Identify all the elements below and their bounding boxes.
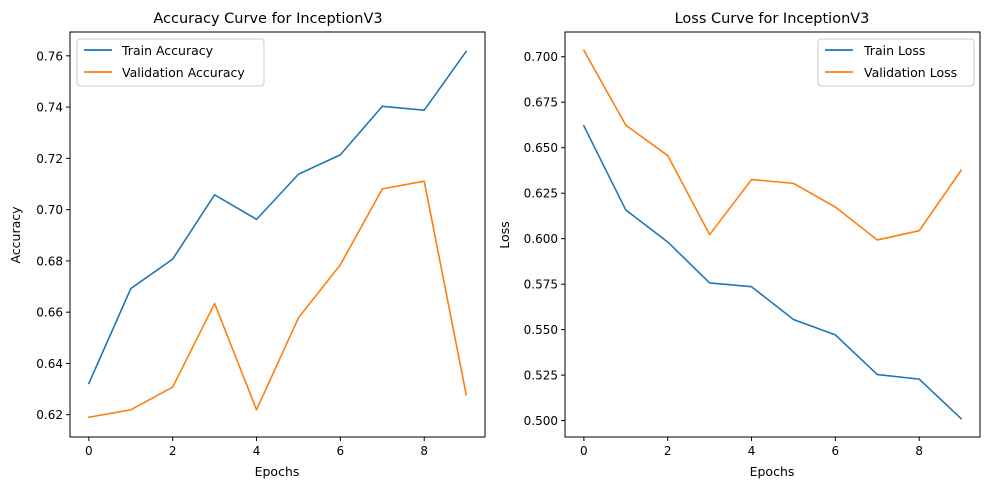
loss-y-tick-label: 0.575	[524, 278, 558, 292]
loss-y-tick-label: 0.600	[524, 232, 558, 246]
loss-y-tick-label: 0.625	[524, 187, 558, 201]
series-line-validation-loss	[582, 49, 963, 241]
legend-label-validation-accuracy: Validation Accuracy	[122, 65, 245, 80]
accuracy-x-tick-label: 8	[420, 444, 428, 458]
accuracy-x-tick-label: 0	[85, 444, 93, 458]
accuracy-y-axis-label: Accuracy	[8, 206, 23, 264]
loss-x-tick-label: 0	[580, 444, 588, 458]
loss-axes-frame	[564, 31, 981, 438]
legend-label-train-loss: Train Loss	[863, 43, 925, 58]
loss-legend: Train Loss Validation Loss	[817, 38, 975, 87]
loss-y-tick-label: 0.550	[524, 323, 558, 337]
loss-y-tick-label: 0.525	[524, 369, 558, 383]
accuracy-y-tick-label: 0.70	[36, 203, 63, 217]
accuracy-y-tick-label: 0.72	[36, 152, 63, 166]
loss-y-tick-label: 0.675	[524, 96, 558, 110]
accuracy-axes-frame	[69, 31, 486, 438]
loss-legend-frame	[817, 38, 975, 87]
accuracy-y-tick-label: 0.74	[36, 101, 63, 115]
accuracy-y-tick-label: 0.66	[36, 306, 63, 320]
loss-x-tick-label: 6	[832, 444, 840, 458]
loss-y-ticks: 0.500 0.525 0.550 0.575 0.600 0.625 0.650 0.675…	[524, 50, 565, 428]
loss-y-tick-label: 0.500	[524, 414, 558, 428]
series-line-validation-accuracy	[87, 180, 468, 419]
loss-y-tick-label: 0.650	[524, 141, 558, 155]
loss-chart-title: Loss Curve for InceptionV3	[675, 11, 870, 27]
accuracy-y-ticks: 0.62 0.64 0.66 0.68 0.70 0.72 0.74 0.76	[36, 49, 70, 422]
loss-y-axis-label: Loss	[497, 221, 512, 248]
accuracy-legend-frame	[76, 38, 265, 87]
loss-plot-area	[582, 49, 963, 420]
series-line-train-accuracy	[87, 50, 468, 385]
accuracy-x-tick-label: 6	[337, 444, 345, 458]
accuracy-legend: Train Accuracy Validation Accuracy	[76, 38, 265, 87]
loss-x-tick-label: 2	[664, 444, 672, 458]
legend-label-train-accuracy: Train Accuracy	[121, 43, 214, 58]
loss-y-tick-label: 0.700	[524, 50, 558, 64]
accuracy-x-tick-label: 4	[253, 444, 261, 458]
accuracy-y-tick-label: 0.62	[36, 408, 63, 422]
accuracy-x-tick-label: 2	[169, 444, 177, 458]
loss-x-axis-label: Epochs	[750, 464, 795, 479]
accuracy-y-tick-label: 0.68	[36, 254, 63, 268]
accuracy-chart-title: Accuracy Curve for InceptionV3	[153, 11, 382, 27]
legend-label-validation-loss: Validation Loss	[864, 65, 957, 80]
accuracy-chart: Accuracy Curve for InceptionV3 0 2 4 6 8 0.6…	[8, 11, 486, 479]
loss-x-tick-label: 8	[915, 444, 923, 458]
series-line-train-loss	[582, 124, 963, 420]
accuracy-x-ticks: 0 2 4 6 8	[85, 437, 428, 458]
loss-x-tick-label: 4	[748, 444, 756, 458]
loss-x-ticks: 0 2 4 6 8	[580, 437, 923, 458]
accuracy-plot-area	[87, 50, 468, 419]
accuracy-y-tick-label: 0.76	[36, 49, 63, 63]
accuracy-y-tick-label: 0.64	[36, 357, 63, 371]
accuracy-x-axis-label: Epochs	[255, 464, 300, 479]
